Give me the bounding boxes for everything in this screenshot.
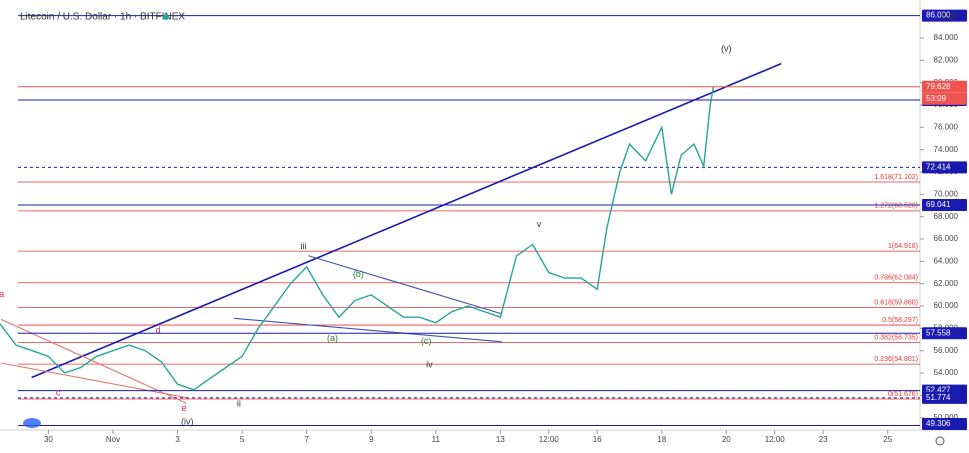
- price-marker-label: 69.041: [926, 200, 951, 209]
- price-marker-label: 49.306: [926, 419, 951, 428]
- x-tick-label: 12:00: [539, 435, 560, 444]
- fib-label: 0.382(56.735): [874, 334, 918, 341]
- trendline: [308, 255, 503, 315]
- logo: [23, 418, 41, 428]
- fib-label: 1.618(71.102): [874, 174, 918, 181]
- fib-label: 0.618(59.860): [874, 299, 918, 306]
- x-tick-label: 12:00: [765, 435, 786, 444]
- y-tick-label: 84.000: [934, 33, 959, 42]
- wave-label: iii: [300, 241, 306, 251]
- x-tick-label: 30: [44, 435, 53, 444]
- currency: USD: [941, 12, 958, 21]
- x-tick-label: 3: [175, 435, 180, 444]
- x-tick-label: 13: [496, 435, 505, 444]
- wave-label: (v): [721, 44, 732, 54]
- settings-icon[interactable]: [935, 436, 945, 446]
- countdown-box: [922, 92, 967, 105]
- price-marker: [922, 418, 967, 430]
- content: 50.00052.00054.00056.00058.00060.00062.0…: [0, 9, 967, 444]
- wave-label: v: [537, 219, 542, 229]
- price-marker: [922, 327, 967, 340]
- x-tick-label: 16: [593, 435, 602, 444]
- price-marker-label: 52.427: [926, 386, 951, 395]
- x-tick-label: 23: [819, 435, 828, 444]
- trendline: [0, 362, 187, 399]
- y-tick-label: 70.000: [934, 189, 959, 198]
- price-marker-label: 51.774: [926, 393, 951, 402]
- price-marker: [922, 161, 967, 174]
- wave-label: d: [156, 325, 161, 335]
- wave-label: ii: [237, 399, 241, 409]
- y-tick-label: 74.000: [934, 145, 959, 154]
- fib-label: 0(51.676): [888, 391, 918, 398]
- fib-label: 0.786(62.084): [874, 275, 918, 282]
- wave-label: (iv): [181, 417, 194, 427]
- y-tick-label: 50.000: [934, 413, 959, 422]
- fib-label: 1.272(68.520): [874, 203, 918, 210]
- fib-label: 0.5(58.297): [882, 317, 918, 324]
- price-marker-label: 79.628: [926, 82, 951, 91]
- price-line: [0, 86, 715, 391]
- x-tick-label: 11: [432, 435, 441, 444]
- wave-label: a: [0, 289, 4, 299]
- fib-label: 0.236(54.801): [874, 356, 918, 363]
- trendline: [233, 317, 503, 343]
- y-tick-label: 64.000: [934, 256, 959, 265]
- wave-label: e: [181, 403, 186, 413]
- price-marker: [922, 199, 967, 212]
- price-marker: [922, 80, 967, 93]
- x-tick-label: 18: [657, 435, 666, 444]
- y-tick-label: 54.000: [934, 368, 959, 377]
- fib-label: 1(64.918): [888, 243, 918, 250]
- y-tick-label: 66.000: [934, 234, 959, 243]
- x-tick-label: Nov: [106, 435, 120, 444]
- y-tick-label: 62.000: [934, 279, 959, 288]
- price-marker-label: 72.414: [926, 162, 951, 171]
- x-tick-label: 9: [369, 435, 374, 444]
- trendline: [31, 62, 782, 379]
- price-marker: [922, 9, 967, 22]
- wave-label: (c): [421, 336, 432, 346]
- x-tick-label: 7: [304, 435, 309, 444]
- price-marker-label: 86.000: [926, 11, 951, 20]
- y-tick-label: 60.000: [934, 301, 959, 310]
- y-tick-label: 68.000: [934, 212, 959, 221]
- wave-label: iv: [426, 360, 433, 370]
- x-tick-label: 5: [240, 435, 245, 444]
- wave-label: (a): [327, 333, 338, 343]
- countdown: 53:09: [926, 94, 947, 103]
- status-dot: [163, 14, 169, 20]
- wave-label: (b): [353, 269, 364, 279]
- chart-title: Litecoin / U.S. Dollar · 1h · BITFINEX: [20, 12, 185, 23]
- wave-label: c: [56, 388, 61, 398]
- y-tick-label: 82.000: [934, 55, 959, 64]
- y-tick-label: 56.000: [934, 346, 959, 355]
- y-tick-label: 76.000: [934, 122, 959, 131]
- price-marker-label: 57.558: [926, 328, 951, 337]
- price-marker: [922, 391, 967, 404]
- x-tick-label: 25: [883, 435, 892, 444]
- x-tick-label: 20: [722, 435, 731, 444]
